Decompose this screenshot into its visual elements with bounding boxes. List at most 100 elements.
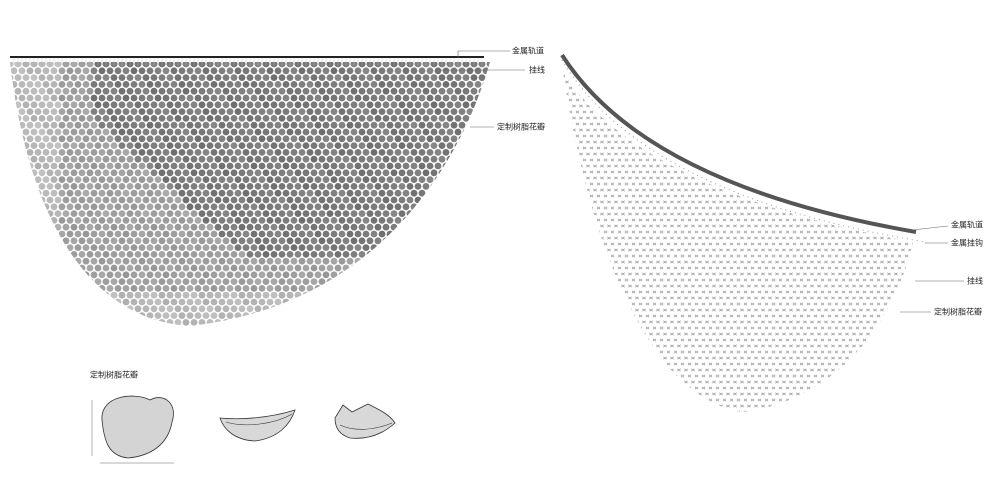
petal-dot bbox=[98, 94, 106, 102]
petal-dot bbox=[314, 81, 322, 88]
petal-dot bbox=[414, 319, 422, 326]
petal-mark bbox=[593, 104, 597, 108]
petal-mark bbox=[841, 230, 846, 234]
petal-mark bbox=[817, 188, 821, 192]
petal-dot bbox=[166, 319, 174, 326]
petal-mark bbox=[852, 344, 856, 348]
petal-mark bbox=[789, 260, 793, 264]
petal-dot bbox=[114, 67, 122, 75]
petal-mark bbox=[785, 230, 790, 234]
petal-mark bbox=[684, 212, 688, 216]
petal-dot bbox=[154, 176, 162, 184]
petal-dot bbox=[202, 67, 210, 75]
petal-dot bbox=[34, 312, 42, 319]
petal-dot bbox=[170, 67, 178, 75]
petal-dot bbox=[146, 285, 154, 292]
petal-mark bbox=[806, 326, 811, 330]
petal-mark bbox=[764, 266, 769, 270]
petal-dot bbox=[358, 196, 366, 204]
petal-mark bbox=[820, 194, 825, 198]
petal-dot bbox=[402, 176, 410, 184]
left-petal-field bbox=[10, 62, 490, 326]
petal-dot bbox=[186, 325, 194, 326]
petal-dot bbox=[30, 319, 38, 326]
petal-mark bbox=[558, 261, 561, 263]
petal-dot bbox=[486, 128, 490, 136]
petal-mark bbox=[796, 284, 800, 288]
petal-mark bbox=[621, 164, 625, 168]
petal-dot bbox=[310, 210, 318, 218]
petal-dot bbox=[158, 319, 166, 326]
petal-dot bbox=[66, 81, 74, 88]
petal-mark bbox=[694, 122, 699, 126]
petal-mark bbox=[799, 302, 804, 306]
petal-mark bbox=[659, 278, 664, 282]
petal-mark bbox=[852, 248, 856, 252]
petal-dot bbox=[422, 87, 430, 95]
petal-dot bbox=[426, 81, 434, 88]
petal-mark bbox=[572, 344, 576, 348]
petal-dot bbox=[330, 325, 338, 326]
petal-dot bbox=[58, 94, 66, 102]
petal-mark bbox=[831, 332, 835, 336]
petal-mark bbox=[820, 278, 825, 282]
petal-mark bbox=[757, 122, 762, 126]
petal-dot bbox=[298, 312, 306, 319]
petal-mark bbox=[670, 224, 674, 228]
petal-mark bbox=[649, 296, 653, 300]
petal-mark bbox=[712, 116, 716, 120]
petal-mark bbox=[904, 290, 909, 294]
petal-dot bbox=[454, 128, 462, 136]
petal-dot bbox=[250, 285, 258, 292]
petal-mark bbox=[565, 164, 569, 168]
petal-mark bbox=[775, 272, 779, 276]
petal-dot bbox=[278, 169, 286, 177]
petal-dot bbox=[362, 94, 370, 102]
petal-dot bbox=[222, 169, 230, 177]
petal-mark bbox=[593, 332, 597, 336]
petal-mark bbox=[771, 266, 776, 270]
petal-dot bbox=[286, 87, 294, 95]
petal-dot bbox=[218, 312, 226, 319]
petal-dot bbox=[122, 149, 130, 156]
petal-mark bbox=[722, 326, 727, 330]
petal-mark bbox=[754, 128, 758, 132]
petal-mark bbox=[827, 242, 832, 246]
petal-mark bbox=[628, 260, 632, 264]
petal-mark bbox=[652, 110, 657, 114]
petal-mark bbox=[915, 81, 918, 83]
petal-mark bbox=[782, 248, 786, 252]
petal-dot bbox=[442, 81, 450, 88]
petal-dot bbox=[394, 217, 402, 224]
petal-mark bbox=[862, 158, 867, 162]
petal-dot bbox=[130, 162, 138, 170]
petal-dot bbox=[310, 101, 318, 109]
petal-mark bbox=[750, 314, 755, 318]
petal-dot bbox=[226, 67, 234, 75]
petal-mark bbox=[904, 74, 909, 78]
petal-mark bbox=[614, 260, 618, 264]
petal-mark bbox=[680, 74, 685, 78]
petal-dot bbox=[98, 244, 106, 252]
petal-dot bbox=[214, 278, 222, 285]
petal-mark bbox=[586, 80, 590, 84]
petal-dot bbox=[382, 169, 390, 177]
petal-dot bbox=[302, 169, 310, 177]
petal-dot bbox=[414, 169, 422, 177]
petal-mark bbox=[908, 128, 912, 132]
petal-mark bbox=[733, 128, 737, 132]
petal-mark bbox=[673, 242, 678, 246]
petal-dot bbox=[270, 101, 278, 109]
petal-mark bbox=[642, 188, 646, 192]
petal-mark bbox=[876, 146, 881, 150]
petal-dot bbox=[10, 305, 14, 313]
petal-mark bbox=[813, 218, 818, 222]
petal-mark bbox=[789, 92, 793, 96]
petal-mark bbox=[589, 206, 594, 210]
petal-dot bbox=[178, 271, 186, 279]
petal-mark bbox=[628, 140, 632, 144]
petal-dot bbox=[38, 74, 46, 81]
petal-mark bbox=[596, 74, 601, 78]
petal-mark bbox=[838, 69, 841, 71]
petal-mark bbox=[838, 188, 842, 192]
